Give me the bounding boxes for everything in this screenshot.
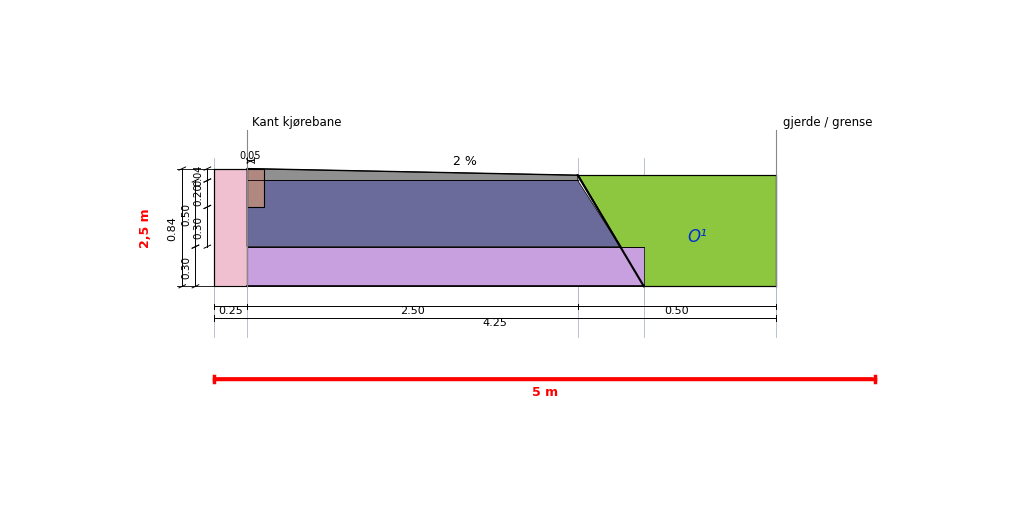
Polygon shape: [247, 181, 621, 247]
Text: 2,5 m: 2,5 m: [138, 208, 152, 248]
Polygon shape: [247, 169, 578, 181]
Text: 5 m: 5 m: [531, 385, 558, 398]
Polygon shape: [247, 247, 644, 287]
Text: O¹: O¹: [687, 228, 707, 245]
Polygon shape: [247, 169, 264, 208]
Text: 2 %: 2 %: [454, 155, 477, 168]
Text: 0.50: 0.50: [181, 203, 191, 225]
Text: 2.50: 2.50: [400, 305, 425, 315]
Text: Kant kjørebane: Kant kjørebane: [252, 116, 342, 128]
Text: 0.20: 0.20: [194, 183, 204, 206]
Text: 0.30: 0.30: [194, 216, 204, 239]
Text: 0.30: 0.30: [181, 256, 191, 278]
Text: 0.04: 0.04: [194, 164, 204, 186]
Polygon shape: [578, 176, 776, 287]
Text: 0.50: 0.50: [665, 305, 689, 315]
Text: 0.05: 0.05: [240, 151, 261, 161]
Text: 0.25: 0.25: [218, 305, 243, 315]
Text: gjerde / grense: gjerde / grense: [782, 116, 872, 128]
Text: 0.84: 0.84: [167, 216, 177, 240]
Polygon shape: [214, 169, 247, 287]
Text: 4.25: 4.25: [482, 317, 508, 327]
